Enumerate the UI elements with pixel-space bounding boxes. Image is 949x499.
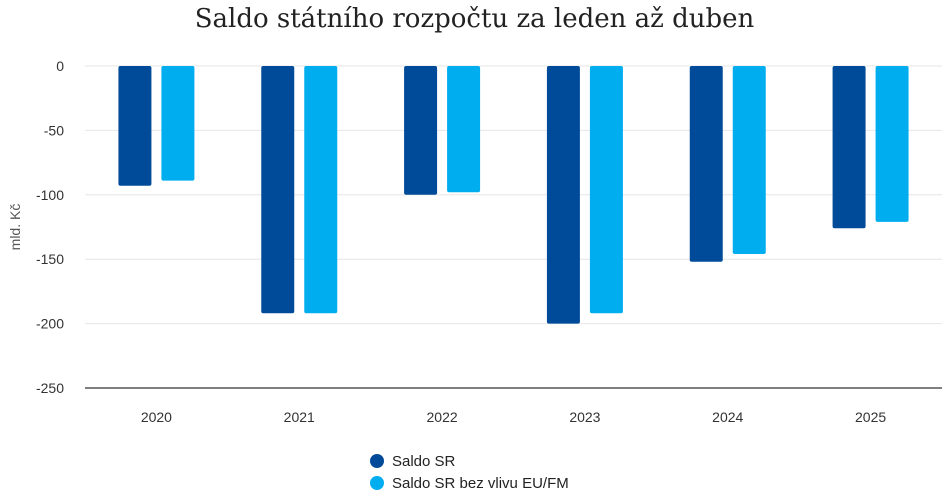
legend: Saldo SR Saldo SR bez vlivu EU/FM [370,450,569,494]
bar-saldo-sr-2020 [118,66,152,186]
y-tick-label: -150 [36,251,64,267]
y-tick-label: -200 [36,316,64,332]
bar-saldo-sr-bez-eu-2024 [732,66,766,255]
bar-saldo-sr-bez-eu-2025 [875,66,909,222]
legend-swatch-series2 [370,476,384,490]
bar-saldo-sr-2023 [546,66,580,324]
bar-saldo-sr-2025 [832,66,866,229]
y-tick-label: -100 [36,187,64,203]
legend-label-series1: Saldo SR [392,452,456,470]
x-tick-label: 2021 [284,409,315,425]
x-tick-label: 2022 [427,409,458,425]
y-tick-label: -50 [44,122,64,138]
bar-saldo-sr-bez-eu-2023 [589,66,623,314]
y-axis-label: mld. Kč [7,204,23,251]
bar-saldo-sr-2024 [689,66,723,262]
y-tick-label: -250 [36,380,64,396]
chart-title: Saldo státního rozpočtu za leden až dube… [194,4,755,34]
bar-saldo-sr-bez-eu-2022 [447,66,481,193]
legend-item-series1: Saldo SR [370,450,569,472]
x-tick-label: 2025 [855,409,886,425]
legend-label-series2: Saldo SR bez vlivu EU/FM [392,474,569,492]
bar-saldo-sr-2022 [404,66,438,195]
legend-item-series2: Saldo SR bez vlivu EU/FM [370,472,569,494]
y-tick-label: 0 [56,58,64,74]
x-tick-label: 2023 [569,409,600,425]
bar-saldo-sr-bez-eu-2020 [161,66,195,181]
bar-saldo-sr-bez-eu-2021 [304,66,338,314]
bar-saldo-sr-2021 [261,66,295,314]
legend-swatch-series1 [370,454,384,468]
x-tick-label: 2024 [712,409,743,425]
x-tick-label: 2020 [141,409,172,425]
